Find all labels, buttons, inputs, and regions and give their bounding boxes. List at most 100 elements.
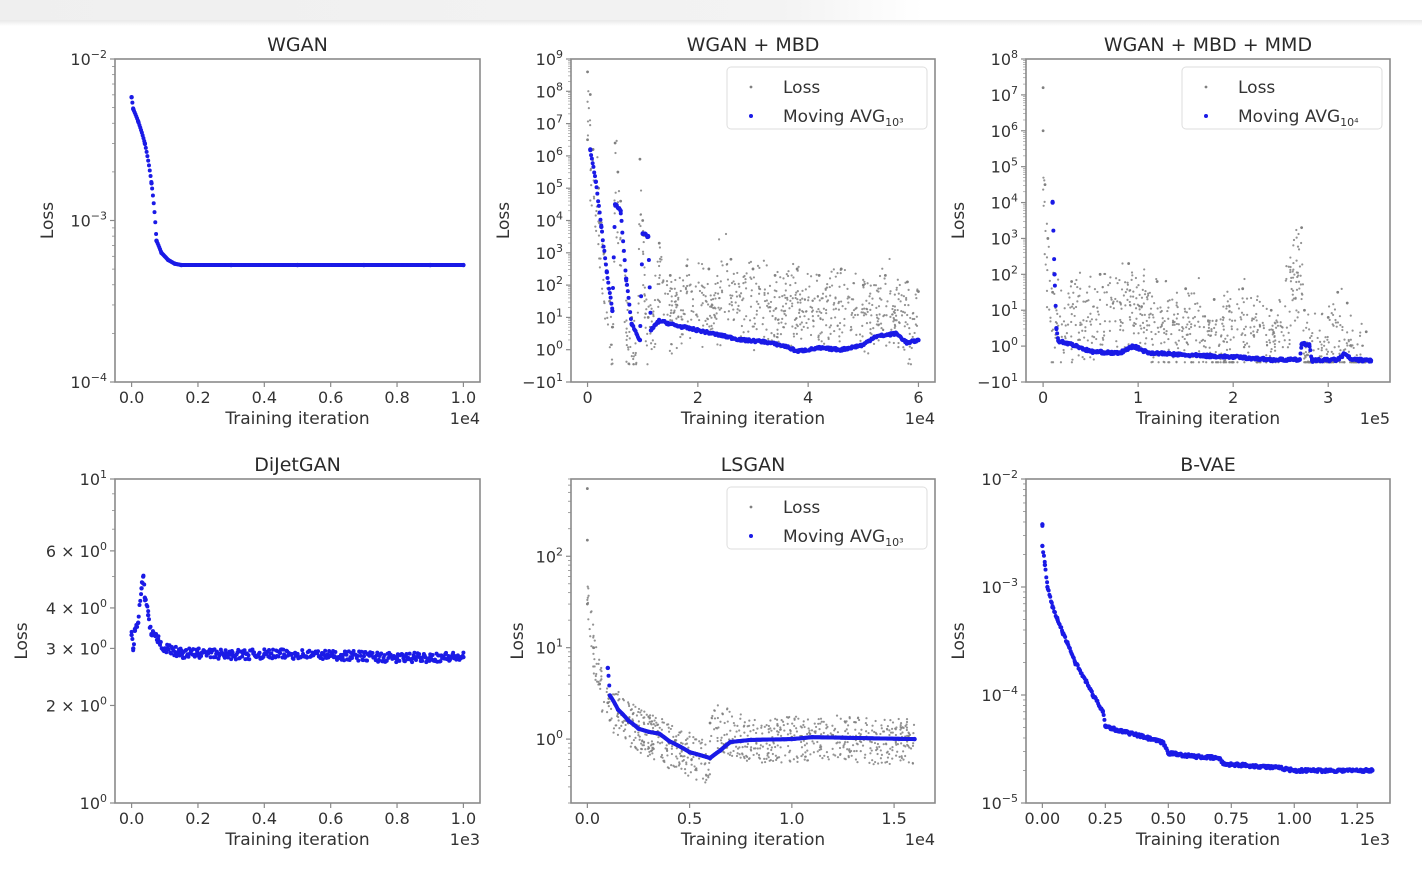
loss-point [833,301,836,305]
loss-point [865,730,868,733]
loss-point [1127,262,1131,265]
avg-point [129,629,134,634]
loss-point [716,746,719,750]
y-tick-base: 10 [536,547,556,566]
loss-point [781,295,784,298]
loss-point [742,282,745,285]
loss-point [1299,283,1302,286]
loss-point [1273,343,1276,346]
loss-point [1229,297,1232,301]
loss-point [908,332,911,335]
loss-point [644,326,647,329]
loss-point [834,296,837,299]
loss-point [744,278,747,281]
loss-point [625,299,628,302]
loss-point [1282,334,1285,337]
loss-point [879,757,883,760]
loss-point [897,298,900,301]
loss-point [1143,326,1146,330]
loss-point [799,301,802,304]
y-tick-base: 10 [991,337,1011,356]
avg-point [143,145,148,150]
loss-point [1132,290,1135,293]
loss-point [1338,361,1342,364]
loss-point [891,757,894,760]
loss-point [1070,361,1073,364]
loss-point [741,746,744,749]
loss-point [706,303,710,306]
loss-point [606,701,610,705]
loss-point [1269,350,1273,353]
y-tick-exponent: 0 [556,339,563,352]
loss-point [610,325,614,329]
y-tick-label: 101 [991,299,1018,320]
loss-point [699,742,702,745]
loss-point [890,328,893,331]
loss-point [834,754,837,757]
avg-point [155,637,161,642]
loss-point [666,723,669,726]
loss-point [1284,305,1287,308]
loss-point [1184,310,1187,313]
loss-point [649,722,652,725]
loss-point [765,724,768,727]
loss-point [758,757,762,760]
loss-point [1281,346,1284,349]
loss-point [752,753,755,757]
loss-point [906,280,909,284]
loss-point [868,295,871,298]
loss-point [1115,340,1118,343]
loss-point [720,736,723,739]
series-moving-avg-10-4 [1050,199,1374,364]
y-tick-exponent: 4 [1011,192,1018,205]
loss-point [831,747,834,750]
loss-point [1157,330,1160,334]
loss-point [1051,290,1055,294]
loss-point [880,326,883,330]
avg-point [1056,338,1061,343]
loss-point [767,724,771,728]
loss-point [684,743,687,746]
loss-point [1268,354,1271,358]
loss-point [863,312,866,315]
avg-point [240,654,245,659]
loss-point [1291,293,1294,296]
loss-point [656,298,660,301]
loss-point [1326,316,1330,319]
loss-point [1046,268,1049,272]
y-tick-label: 100 [536,339,563,360]
loss-point [774,717,777,720]
loss-point [868,761,871,764]
loss-point [700,746,703,750]
loss-point [597,243,600,246]
loss-point [1096,290,1099,294]
loss-point [738,294,741,297]
loss-point [1062,351,1065,354]
loss-point [738,285,741,288]
y-tick-exponent: 9 [556,48,563,61]
avg-point [146,617,151,622]
loss-point [888,257,891,261]
loss-point [798,309,801,312]
loss-point [1272,340,1275,343]
loss-point [634,353,637,357]
loss-point [893,311,896,314]
y-tick-exponent: 7 [1011,84,1018,97]
y-tick-base: 10 [991,86,1011,105]
loss-point [1291,276,1295,279]
loss-point [654,724,657,727]
loss-point [1089,312,1092,315]
loss-point [1278,300,1282,303]
loss-point [1300,226,1304,230]
loss-point [644,340,647,343]
avg-point [146,158,151,163]
loss-point [885,314,888,317]
loss-point [595,229,598,232]
loss-point [900,742,903,745]
loss-point [752,276,756,279]
loss-point [1163,331,1166,334]
loss-point [1194,302,1197,306]
loss-point [637,294,640,298]
loss-point [666,766,669,769]
loss-point [869,327,872,331]
